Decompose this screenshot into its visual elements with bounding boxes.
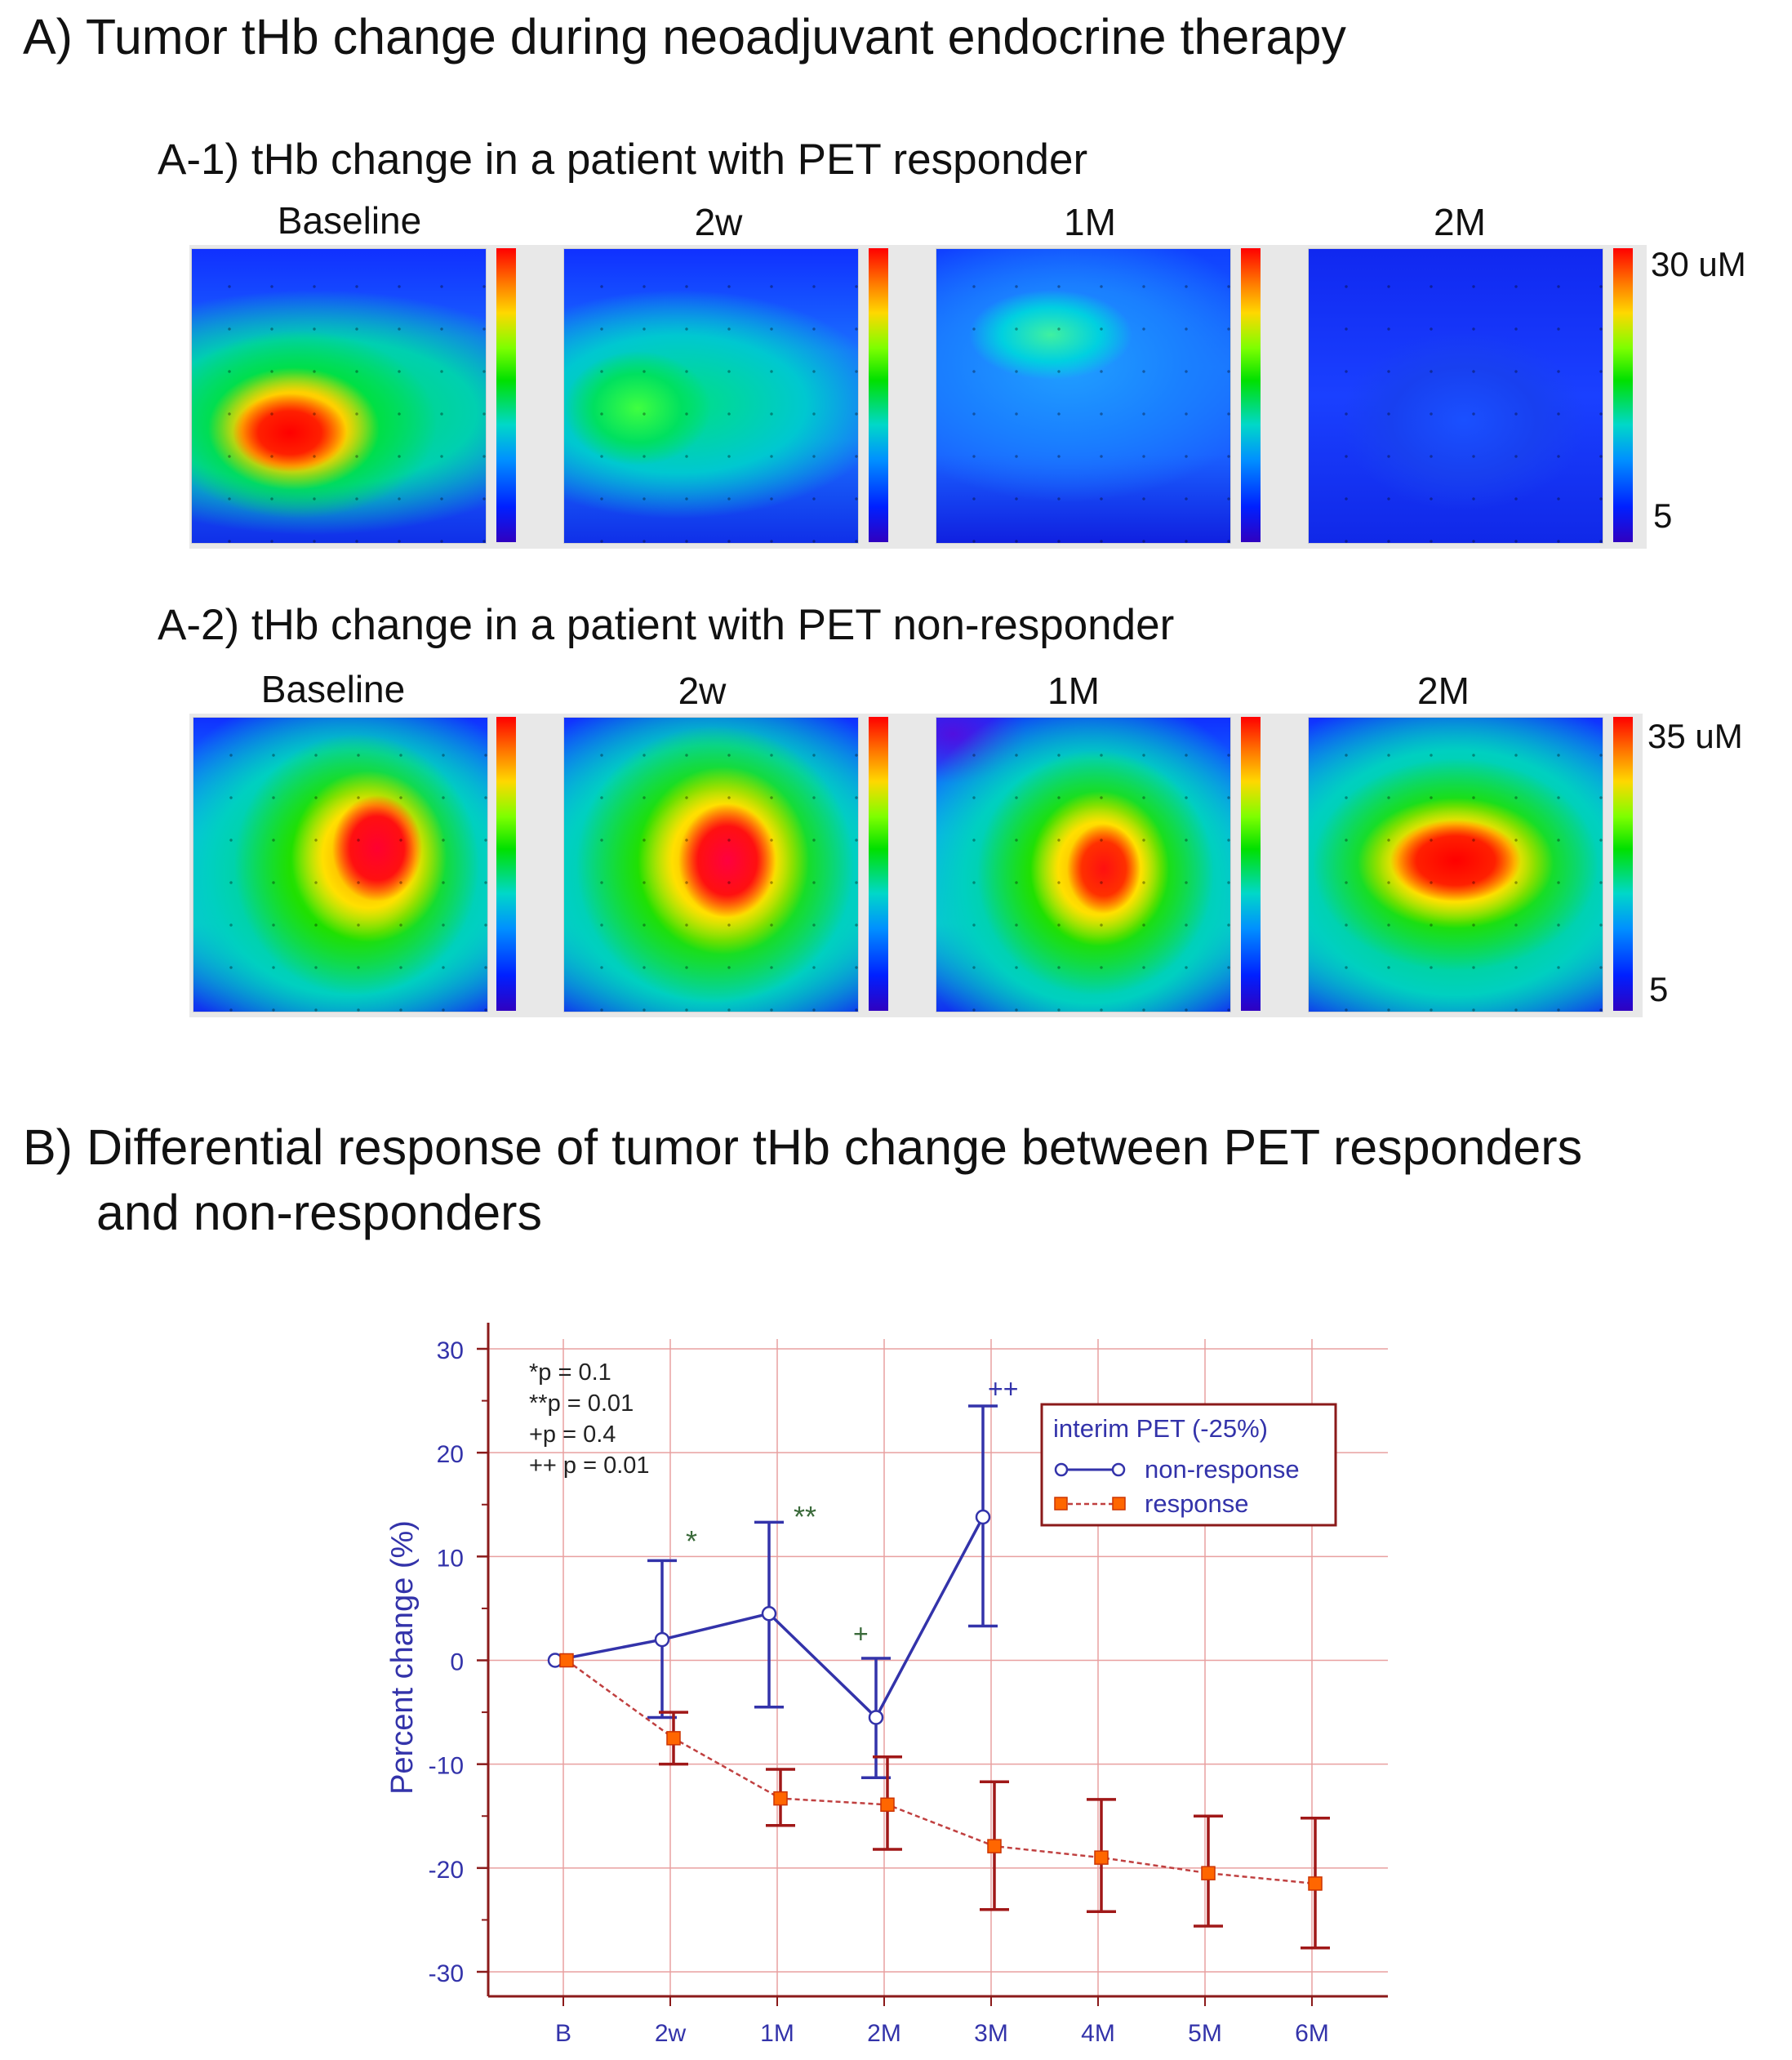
a2-label-1m: 1M [1047,670,1100,712]
sig-marker-3m: ++ [988,1374,1018,1404]
stat-line-3: +p = 0.4 [529,1422,616,1448]
chart-legend: interim PET (-25%) non-response response [1040,1403,1337,1527]
a2-colorbar-2 [869,717,888,1011]
a1-label-1m: 1M [1064,201,1116,243]
sig-marker-2w: * [686,1524,697,1558]
point-response-5 [1094,1850,1109,1865]
point-non-response-4 [975,1509,991,1525]
legend-label-response: response [1145,1489,1249,1518]
legend-marker-response-end [1112,1497,1126,1511]
stat-line-4: ++ p = 0.01 [529,1453,650,1479]
x-tick-label-1: 2w [655,2020,687,2047]
y-tick-label-1: 20 [437,1441,464,1468]
point-response-2 [773,1791,788,1806]
x-tick-label-6: 5M [1188,2020,1222,2047]
a1-colorbar-2 [869,248,888,542]
legend-box [1040,1403,1337,1527]
a2-label-2w: 2w [678,670,727,712]
stat-line-2: **p = 0.01 [529,1390,634,1417]
section-b-title-line2: and non-responders [96,1185,542,1240]
point-non-response-1 [654,1631,670,1648]
point-non-response-2 [761,1606,777,1622]
a1-colorbar-min: 5 [1653,496,1673,535]
section-a-title: A) Tumor tHb change during neoadjuvant e… [23,9,1346,65]
grid-layer [488,1339,1388,1996]
a2-heatmap-1m [936,717,1231,1012]
x-tick-label-4: 3M [974,2020,1008,2047]
point-non-response-3 [868,1710,884,1725]
a1-heatmap-2m [1308,248,1603,544]
y-tick-label-2: 10 [437,1545,464,1572]
y-tick-label-5: -20 [429,1857,464,1884]
x-tick-label-2: 1M [760,2020,794,2047]
a2-heatmap-baseline [193,717,488,1012]
a2-label-baseline: Baseline [260,668,406,710]
a2-title: A-2) tHb change in a patient with PET no… [158,601,1175,649]
y-tick-label-3: 0 [450,1649,464,1676]
y-tick-label-4: -10 [429,1753,464,1780]
a1-label-baseline: Baseline [277,199,422,242]
a1-colorbar-3 [1241,248,1261,542]
legend-label-non-response: non-response [1145,1455,1300,1484]
stat-line-1: *p = 0.1 [529,1359,611,1386]
y-tick-label-6: -30 [429,1960,464,1987]
a2-colorbar-min: 5 [1649,970,1669,1008]
point-response-1 [666,1731,681,1746]
sig-marker-2m: + [853,1619,869,1648]
series-line-response [566,1659,1316,1885]
x-tick-label-0: B [555,2020,571,2047]
a1-heatmap-2w [563,248,859,544]
legend-title: interim PET (-25%) [1053,1414,1268,1443]
a1-colorbar-max: 30 uM [1651,245,1746,283]
point-response-0 [559,1653,574,1668]
a1-heatmap-1m [936,248,1231,544]
a1-colorbar-1 [496,248,516,542]
a2-label-2m: 2M [1417,670,1470,712]
a2-heatmap-2w [563,717,859,1012]
x-tick-label-5: 4M [1081,2020,1115,2047]
a2-colorbar-1 [496,717,516,1011]
a1-title: A-1) tHb change in a patient with PET re… [158,136,1088,184]
point-response-4 [987,1839,1002,1853]
y-axis-title: Percent change (%) [385,1520,420,1795]
point-response-6 [1201,1866,1216,1880]
a2-colorbar-4 [1613,717,1633,1011]
a2-colorbar-3 [1241,717,1261,1011]
series-layer [547,1509,1323,1891]
a2-colorbar-max: 35 uM [1647,717,1743,755]
legend-marker-non-response [1054,1462,1069,1477]
a1-colorbar-4 [1613,248,1633,542]
a1-label-2m: 2M [1434,201,1486,243]
point-response-7 [1308,1876,1323,1891]
legend-marker-response [1054,1497,1068,1511]
a2-heatmap-2m [1308,717,1603,1012]
x-tick-label-3: 2M [867,2020,901,2047]
a1-label-2w: 2w [694,201,743,243]
sig-marker-1m: ** [794,1500,816,1533]
point-response-3 [880,1797,895,1813]
a1-heatmap-baseline [191,248,487,544]
legend-marker-non-response-end [1111,1462,1126,1477]
stats-annotations: *p = 0.1 **p = 0.01 +p = 0.4 ++ p = 0.01 [529,1359,650,1479]
significance-markers: * ** + ++ [686,1374,1018,1648]
axes-layer: 30 20 10 0 -10 -20 -30 B 2w 1M 2M 3M 4M 5M 6M [429,1323,1388,2047]
x-tick-label-7: 6M [1295,2020,1329,2047]
section-b-title-line1: B) Differential response of tumor tHb ch… [23,1119,1583,1175]
y-tick-label-0: 30 [437,1337,464,1364]
